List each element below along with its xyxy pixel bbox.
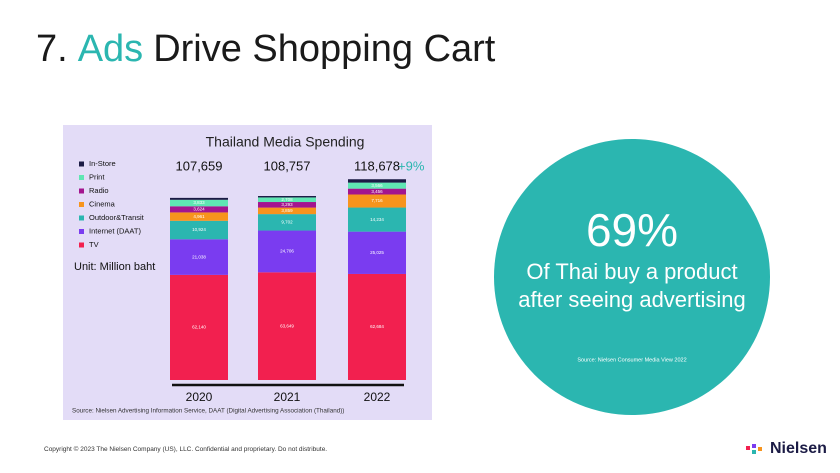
bar-segment [170, 212, 228, 221]
brand-icon [746, 444, 762, 454]
legend-swatch [79, 175, 84, 180]
x-tick-label: 2022 [364, 390, 391, 404]
chart-source: Source: Nielsen Advertising Information … [72, 408, 344, 415]
total-label: 118,678 [354, 158, 400, 173]
bar-segment [348, 194, 406, 208]
bar-segment [348, 188, 406, 195]
bar-segment [348, 182, 406, 189]
brand: Nielsen [770, 440, 827, 457]
segment-label: 3,566 [371, 183, 383, 188]
bar-segment [170, 199, 228, 207]
legend-swatch [79, 161, 84, 167]
unit-label: Unit: Million baht [74, 261, 155, 273]
bar-segment [170, 239, 228, 275]
segment-label: 3,859 [281, 208, 293, 213]
segment-label: 24,706 [280, 249, 294, 254]
segment-label: 3,293 [281, 202, 293, 207]
stat-source: Source: Nielsen Consumer Media View 2022 [577, 357, 686, 363]
legend-label: In-Store [89, 159, 116, 168]
segment-label: 7,716 [371, 198, 383, 203]
segment-label: 2,708 [281, 197, 293, 202]
title-rest: Drive Shopping Cart [153, 28, 496, 70]
segment-label: 21,038 [192, 254, 206, 259]
segment-label: 3,833 [193, 200, 205, 205]
bar-segment [348, 207, 406, 232]
segment-label: 10,924 [192, 227, 206, 232]
segment-label: 9,702 [281, 220, 293, 225]
stat-circle [494, 139, 770, 415]
bar-segment [258, 214, 316, 231]
chart-title: Thailand Media Spending [206, 134, 365, 150]
legend-label: TV [89, 240, 99, 249]
legend-label: Internet (DAAT) [89, 226, 141, 235]
segment-label: 63,649 [280, 323, 294, 328]
legend-swatch [79, 188, 84, 194]
legend-label: Cinema [89, 199, 116, 208]
stat-value: 69% [586, 204, 678, 256]
bar-segment [170, 197, 228, 200]
bar-segment [170, 220, 228, 240]
title-highlight: Ads [77, 28, 144, 70]
stat-text: Of Thai buy a product after seeing adver… [518, 259, 746, 312]
legend-swatch [79, 229, 84, 234]
bar-segment [258, 207, 316, 215]
bar-segment [348, 273, 406, 380]
bar-segment [170, 206, 228, 213]
legend-label: Outdoor&Transit [89, 213, 145, 222]
copyright: Copyright © 2023 The Nielsen Company (US… [44, 446, 328, 453]
bar-segment [258, 197, 316, 203]
segment-label: 3,456 [371, 189, 383, 194]
growth-label: +9% [398, 158, 425, 173]
x-tick-label: 2021 [274, 390, 301, 404]
total-label: 108,757 [264, 158, 311, 173]
bar-segment [258, 196, 316, 198]
bar-segment [170, 274, 228, 380]
legend-swatch [79, 215, 84, 221]
segment-label: 62,684 [370, 324, 384, 329]
bar-segment [258, 230, 316, 273]
legend-label: Radio [89, 186, 109, 195]
slide-title: 7. Ads Drive Shopping Cart [36, 28, 505, 71]
total-label: 107,659 [176, 158, 223, 173]
bar-segment [258, 272, 316, 380]
x-tick-label: 2020 [186, 390, 213, 404]
legend-swatch [79, 242, 84, 248]
title-number: 7. [36, 28, 68, 70]
bar-segment [348, 231, 406, 274]
legend-label: Print [89, 172, 105, 181]
segment-label: 62,140 [192, 325, 206, 330]
segment-label: 4,961 [193, 214, 205, 219]
bar-segment [348, 179, 406, 183]
segment-label: 3,624 [193, 207, 205, 212]
stat-text-box: Of Thai buy a product after seeing adver… [518, 259, 746, 312]
legend-swatch [79, 202, 84, 207]
bar-segment [258, 202, 316, 208]
segment-label: 14,234 [370, 217, 384, 222]
segment-label: 25,025 [370, 250, 384, 255]
